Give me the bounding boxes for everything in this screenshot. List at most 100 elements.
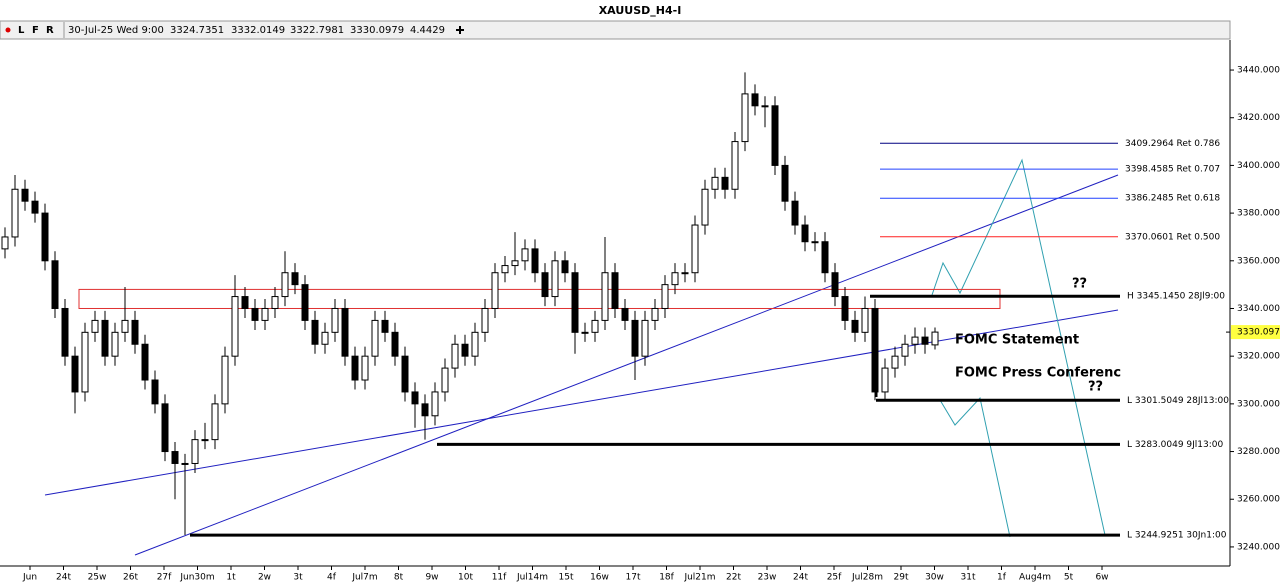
x-tick-label: 26t — [123, 573, 138, 583]
candle-body — [71, 355, 79, 393]
candle-body — [581, 331, 589, 334]
y-tick-label: 3300.0000 — [1237, 399, 1280, 409]
candle-body — [691, 224, 699, 274]
candle-body — [861, 307, 869, 333]
candle-body — [591, 319, 599, 333]
candle-body — [761, 105, 769, 108]
info-date: 30-Jul-25 Wed 9:00 — [68, 25, 164, 36]
candle-body — [411, 391, 419, 405]
candle-body — [521, 248, 529, 262]
candle-body — [271, 296, 279, 309]
candle-body — [391, 331, 399, 357]
x-tick-label: 25w — [88, 573, 107, 583]
current-price-box — [1231, 325, 1280, 340]
annotation: ?? — [1072, 277, 1087, 292]
candle-body — [721, 176, 729, 190]
toolbar-f[interactable]: F — [32, 25, 39, 36]
candle-body — [61, 307, 69, 357]
candle-body — [931, 331, 939, 346]
annotation: FOMC Press Conferenc — [955, 366, 1121, 381]
info-high: 3332.0149 — [231, 25, 285, 36]
x-tick-label: 25f — [827, 573, 842, 583]
candle-body — [901, 343, 909, 357]
candle-body — [421, 403, 429, 417]
candle-body — [101, 319, 109, 357]
candle-body — [841, 296, 849, 321]
candle-body — [781, 164, 789, 202]
candle-body — [801, 224, 809, 243]
candle-body — [171, 451, 179, 464]
x-tick-label: 29t — [894, 573, 909, 583]
trend-line — [134, 174, 1119, 556]
candle-body — [381, 319, 389, 333]
chart-title: XAUUSD_H4-I — [599, 4, 682, 17]
candle-body — [311, 319, 319, 345]
candle-body — [351, 355, 359, 381]
candle-body — [871, 307, 879, 393]
candle-body — [751, 93, 759, 107]
x-tick-label: 24t — [793, 573, 808, 583]
x-tick-label: Aug4m — [1019, 573, 1051, 583]
candle-body — [81, 331, 89, 393]
toolbar-l[interactable]: L — [18, 25, 25, 36]
candle-body — [151, 379, 159, 405]
candle-body — [231, 296, 239, 357]
x-tick-label: Jul7m — [351, 573, 377, 583]
candle-body — [851, 319, 859, 333]
x-tick-label: 31t — [961, 573, 976, 583]
toolbar-r[interactable]: R — [46, 25, 54, 36]
candle-body — [321, 331, 329, 345]
candle-body — [401, 355, 409, 393]
fib-label: 3409.2964 Ret 0.786 — [1125, 139, 1220, 149]
y-tick-label: 3380.0000 — [1237, 209, 1280, 219]
candle-body — [711, 176, 719, 190]
x-tick-label: 10t — [458, 573, 473, 583]
candle-body — [501, 265, 509, 274]
candle-body — [301, 284, 309, 321]
candle-body — [661, 284, 669, 309]
candle-body — [21, 188, 29, 202]
x-tick-label: 8t — [394, 573, 404, 583]
y-tick-label: 3440.0000 — [1237, 66, 1280, 76]
candle-body — [371, 319, 379, 357]
candle-body — [641, 319, 649, 357]
candle-body — [681, 272, 689, 275]
candle-body — [111, 331, 119, 357]
candle-body — [481, 307, 489, 333]
x-tick-label: Jun30m — [179, 573, 214, 583]
candle-body — [11, 188, 19, 238]
candle-body — [741, 93, 749, 143]
add-button[interactable] — [456, 26, 464, 34]
info-bar — [0, 20, 1231, 40]
candle-body — [471, 331, 479, 357]
x-tick-label: 17t — [626, 573, 641, 583]
x-tick-label: 23w — [758, 573, 777, 583]
y-tick-label: 3400.0000 — [1237, 161, 1280, 171]
candle-body — [31, 200, 39, 214]
fib-label: 3370.0601 Ret 0.500 — [1125, 232, 1220, 242]
candle-body — [51, 260, 59, 309]
projection-path — [939, 396, 1011, 538]
x-tick-label: 27f — [157, 573, 172, 583]
candle-body — [571, 272, 579, 333]
y-tick-label: 3420.0000 — [1237, 113, 1280, 123]
candle-body — [211, 403, 219, 441]
candle-body — [121, 319, 129, 333]
trend-line — [44, 309, 1119, 496]
x-tick-label: Jul28m — [851, 573, 883, 583]
candle-body — [261, 307, 269, 321]
annotation: FOMC Statement — [955, 333, 1079, 348]
candle-body — [881, 367, 889, 393]
level-label: L 3244.9251 30Jn1:00 — [1127, 531, 1227, 541]
candle-body — [131, 319, 139, 345]
candle-body — [201, 439, 209, 442]
fib-label: 3386.2485 Ret 0.618 — [1125, 194, 1220, 204]
current-price-label: 3330.0979 — [1237, 328, 1280, 338]
zone — [78, 288, 1001, 309]
level-label: H 3345.1450 28Jl9:00 — [1127, 292, 1225, 302]
x-tick-label: 30w — [925, 573, 944, 583]
candle-body — [891, 355, 899, 369]
candle-body — [601, 272, 609, 321]
x-tick-label: 9w — [425, 573, 438, 583]
